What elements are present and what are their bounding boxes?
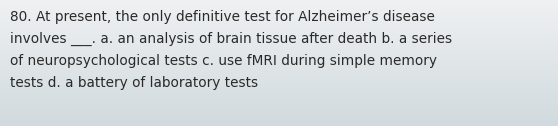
Text: of neuropsychological tests c. use fMRI during simple memory: of neuropsychological tests c. use fMRI … [10,54,437,68]
Text: involves ___. a. an analysis of brain tissue after death b. a series: involves ___. a. an analysis of brain ti… [10,32,452,46]
Text: 80. At present, the only definitive test for Alzheimer’s disease: 80. At present, the only definitive test… [10,10,435,24]
Text: tests d. a battery of laboratory tests: tests d. a battery of laboratory tests [10,76,258,90]
